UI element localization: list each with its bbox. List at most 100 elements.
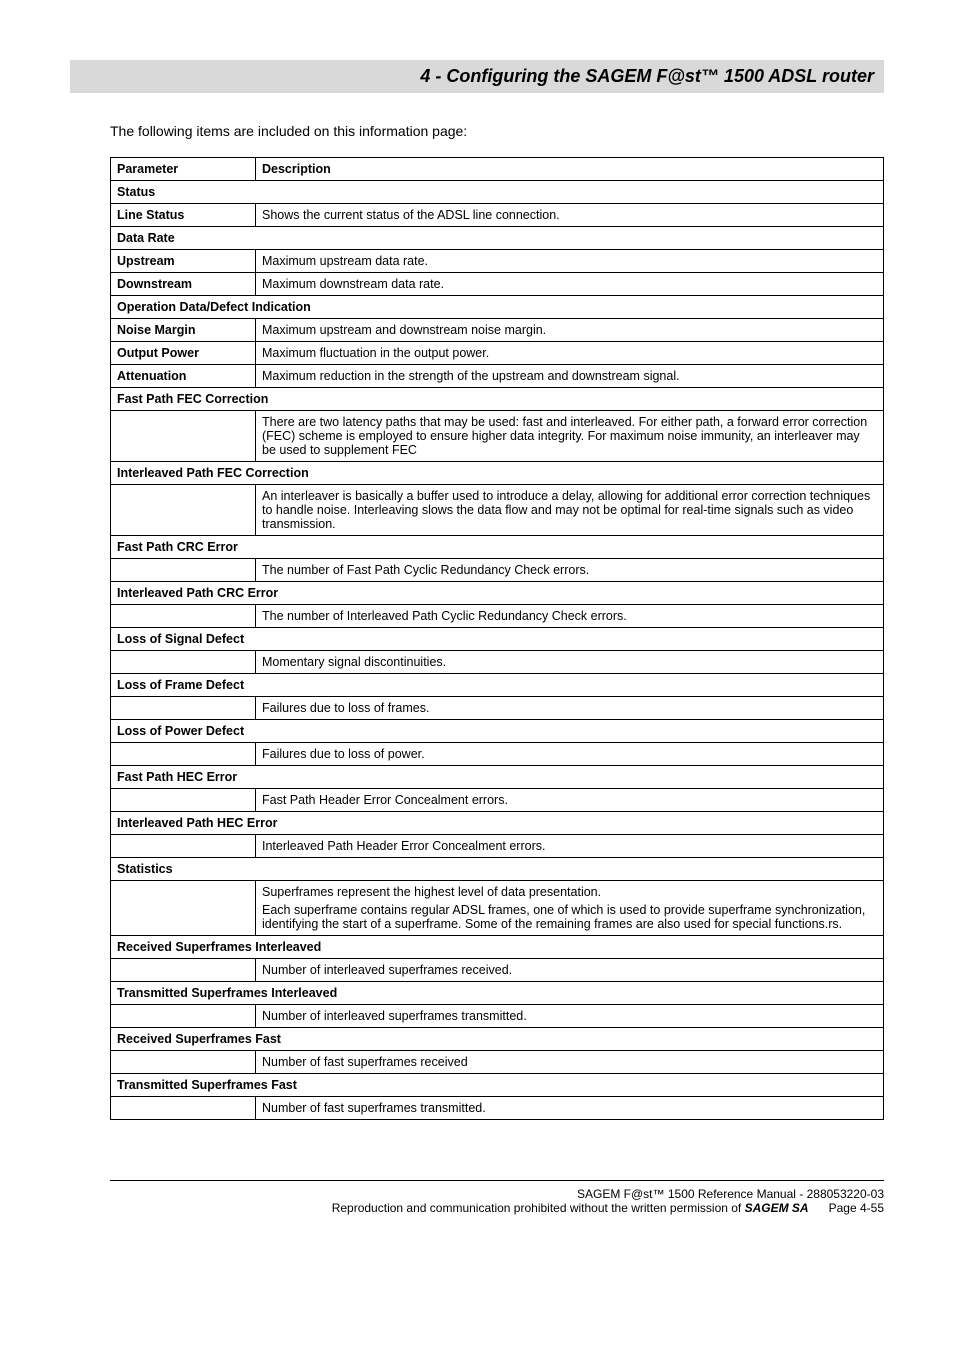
param-name: Noise Margin [111,319,256,342]
table-row: DownstreamMaximum downstream data rate. [111,273,884,296]
table-row: Loss of Frame Defect [111,674,884,697]
param-name: Line Status [111,204,256,227]
table-row: Line StatusShows the current status of t… [111,204,884,227]
table-row: Number of interleaved superframes transm… [111,1005,884,1028]
section-label: Received Superframes Interleaved [111,936,884,959]
footer-line-1: SAGEM F@st™ 1500 Reference Manual - 2880… [110,1187,884,1201]
page-footer: SAGEM F@st™ 1500 Reference Manual - 2880… [110,1180,884,1215]
section-label: Loss of Signal Defect [111,628,884,651]
table-row: The number of Fast Path Cyclic Redundanc… [111,559,884,582]
table-row: Fast Path Header Error Concealment error… [111,789,884,812]
table-row: Received Superframes Fast [111,1028,884,1051]
table-row: Status [111,181,884,204]
param-name-empty [111,835,256,858]
section-label: Transmitted Superframes Fast [111,1074,884,1097]
param-desc: Fast Path Header Error Concealment error… [256,789,884,812]
param-desc: Maximum downstream data rate. [256,273,884,296]
section-label: Interleaved Path CRC Error [111,582,884,605]
page-title: 4 - Configuring the SAGEM F@st™ 1500 ADS… [106,60,884,93]
section-label: Loss of Power Defect [111,720,884,743]
param-desc: Number of fast superframes transmitted. [256,1097,884,1120]
param-desc: Failures due to loss of power. [256,743,884,766]
table-row: Momentary signal discontinuities. [111,651,884,674]
param-desc: There are two latency paths that may be … [256,411,884,462]
table-header-row: Parameter Description [111,158,884,181]
param-desc: Number of interleaved superframes transm… [256,1005,884,1028]
param-desc: Maximum upstream and downstream noise ma… [256,319,884,342]
table-row: There are two latency paths that may be … [111,411,884,462]
page-header: 4 - Configuring the SAGEM F@st™ 1500 ADS… [70,60,884,93]
section-label: Interleaved Path FEC Correction [111,462,884,485]
header-stripe [70,60,106,93]
param-desc: Failures due to loss of frames. [256,697,884,720]
table-row: Fast Path FEC Correction [111,388,884,411]
table-row: Transmitted Superframes Fast [111,1074,884,1097]
param-desc: The number of Interleaved Path Cyclic Re… [256,605,884,628]
table-row: Number of fast superframes transmitted. [111,1097,884,1120]
param-name: Upstream [111,250,256,273]
col-header-description: Description [256,158,884,181]
table-row: Failures due to loss of power. [111,743,884,766]
param-name: Attenuation [111,365,256,388]
table-row: Interleaved Path Header Error Concealmen… [111,835,884,858]
footer-line-2: Reproduction and communication prohibite… [110,1201,884,1215]
param-name-empty [111,697,256,720]
table-row: Data Rate [111,227,884,250]
section-label: Operation Data/Defect Indication [111,296,884,319]
table-row: Number of interleaved superframes receiv… [111,959,884,982]
section-label: Transmitted Superframes Interleaved [111,982,884,1005]
table-row: Failures due to loss of frames. [111,697,884,720]
param-name: Downstream [111,273,256,296]
table-row: AttenuationMaximum reduction in the stre… [111,365,884,388]
section-label: Interleaved Path HEC Error [111,812,884,835]
section-label: Fast Path FEC Correction [111,388,884,411]
param-desc: Maximum reduction in the strength of the… [256,365,884,388]
param-name-empty [111,881,256,936]
table-row: Output PowerMaximum fluctuation in the o… [111,342,884,365]
table-row: Number of fast superframes received [111,1051,884,1074]
section-label: Fast Path CRC Error [111,536,884,559]
param-desc: Interleaved Path Header Error Concealmen… [256,835,884,858]
section-label: Received Superframes Fast [111,1028,884,1051]
section-label: Data Rate [111,227,884,250]
table-row: Interleaved Path CRC Error [111,582,884,605]
table-row: Transmitted Superframes Interleaved [111,982,884,1005]
param-desc: Momentary signal discontinuities. [256,651,884,674]
table-row: UpstreamMaximum upstream data rate. [111,250,884,273]
table-row: An interleaver is basically a buffer use… [111,485,884,536]
footer-brand: SAGEM SA [745,1201,809,1215]
table-row: The number of Interleaved Path Cyclic Re… [111,605,884,628]
param-name-empty [111,789,256,812]
param-desc: The number of Fast Path Cyclic Redundanc… [256,559,884,582]
param-name-empty [111,1097,256,1120]
param-desc: Shows the current status of the ADSL lin… [256,204,884,227]
table-row: Statistics [111,858,884,881]
param-desc: Maximum fluctuation in the output power. [256,342,884,365]
table-row: Superframes represent the highest level … [111,881,884,936]
intro-text: The following items are included on this… [110,123,884,139]
table-row: Interleaved Path FEC Correction [111,462,884,485]
param-desc: Number of fast superframes received [256,1051,884,1074]
section-label: Fast Path HEC Error [111,766,884,789]
param-name-empty [111,743,256,766]
param-desc-line: Each superframe contains regular ADSL fr… [262,903,877,931]
parameters-table: Parameter Description StatusLine StatusS… [110,157,884,1120]
param-name: Output Power [111,342,256,365]
param-name-empty [111,559,256,582]
table-row: Loss of Signal Defect [111,628,884,651]
param-name-empty [111,605,256,628]
table-row: Noise MarginMaximum upstream and downstr… [111,319,884,342]
param-name-empty [111,651,256,674]
section-label: Statistics [111,858,884,881]
param-name-empty [111,1051,256,1074]
param-desc-line: Superframes represent the highest level … [262,885,877,899]
section-label: Loss of Frame Defect [111,674,884,697]
table-row: Loss of Power Defect [111,720,884,743]
col-header-parameter: Parameter [111,158,256,181]
param-desc: Superframes represent the highest level … [256,881,884,936]
param-name-empty [111,411,256,462]
table-row: Operation Data/Defect Indication [111,296,884,319]
footer-line-2-prefix: Reproduction and communication prohibite… [332,1201,745,1215]
param-name-empty [111,959,256,982]
footer-line-2-suffix: Page 4-55 [809,1201,884,1215]
